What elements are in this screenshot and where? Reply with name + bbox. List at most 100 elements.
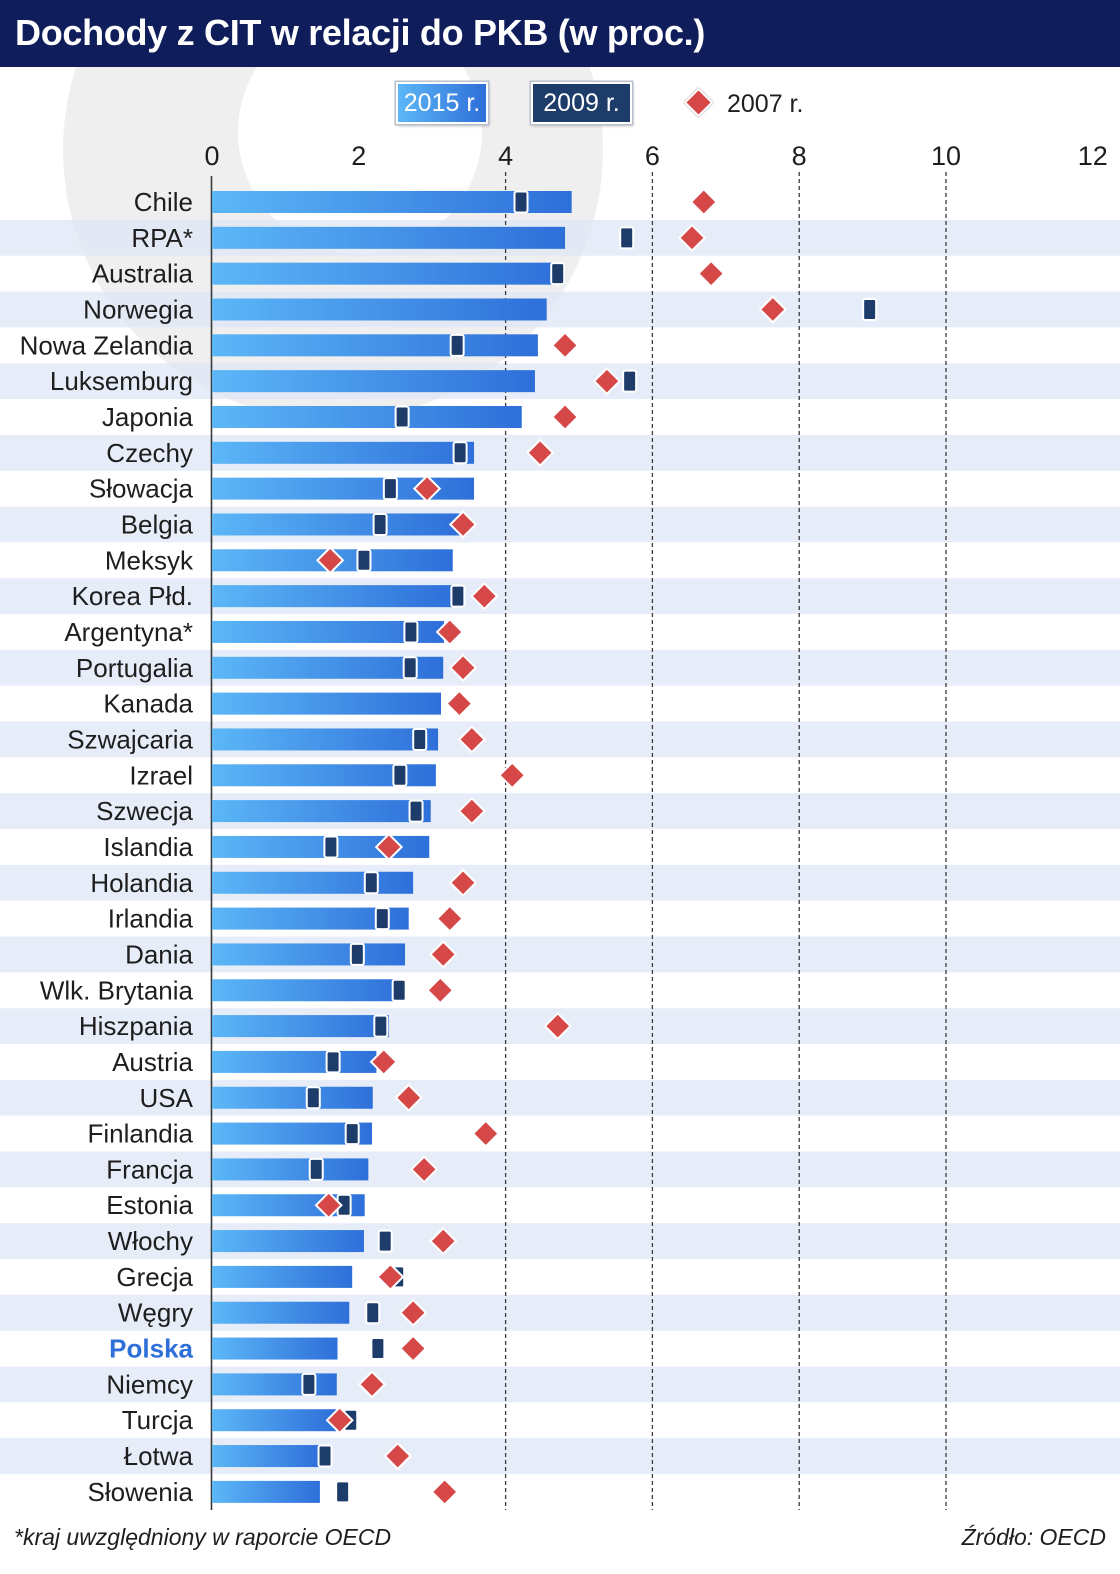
marker-2009 <box>402 656 418 680</box>
marker-2009 <box>301 1372 317 1396</box>
source-credit: Źródło: OECD <box>961 1524 1106 1550</box>
marker-2007 <box>448 510 478 539</box>
marker-2007 <box>498 761 527 790</box>
category-label: Turcja <box>122 1405 194 1435</box>
category-label: Irlandia <box>108 904 194 934</box>
bar-2015 <box>212 191 572 213</box>
bar-2015 <box>212 226 566 249</box>
marker-2009 <box>305 1086 321 1110</box>
marker-2007 <box>369 1047 398 1077</box>
x-tick-labels: 0 2 4 6 8 10 12 <box>204 141 1107 171</box>
legend-item-2007: 2007 r. <box>727 90 804 118</box>
row-stripe <box>0 864 1120 901</box>
row-stripe <box>0 793 1120 830</box>
marker-2009 <box>862 297 878 321</box>
marker-2009 <box>394 405 410 429</box>
marker-2007 <box>470 581 499 611</box>
marker-2007 <box>696 259 726 288</box>
marker-2009 <box>373 1014 389 1038</box>
category-label: Luksemburg <box>50 366 193 396</box>
bar-2015 <box>212 1409 337 1432</box>
bar-2015 <box>212 656 444 679</box>
x-tick-label: 8 <box>792 141 807 171</box>
category-label: Islandia <box>103 832 193 862</box>
marker-2009 <box>377 1229 393 1253</box>
marker-2009 <box>335 1480 351 1504</box>
category-label: Czechy <box>106 438 193 468</box>
bar-2015 <box>212 835 430 858</box>
category-label: Chile <box>134 187 193 217</box>
category-label: Estonia <box>106 1190 193 1220</box>
row-stripe <box>0 434 1120 471</box>
row-stripe <box>0 506 1120 543</box>
marker-2007 <box>457 796 486 826</box>
bar-2015 <box>212 477 475 500</box>
marker-2007 <box>543 1011 572 1041</box>
category-label: Szwecja <box>96 796 193 826</box>
bar-2015 <box>212 728 439 751</box>
bar-2015 <box>212 871 414 894</box>
category-label: RPA* <box>131 223 193 253</box>
marker-2009 <box>403 620 419 644</box>
bar-2015 <box>212 1337 338 1360</box>
category-label: Słowenia <box>87 1477 193 1507</box>
marker-2007 <box>357 1370 387 1399</box>
category-label: Belgia <box>121 509 194 539</box>
bar-2015 <box>212 334 538 357</box>
row-stripe <box>0 578 1120 615</box>
category-label: Francja <box>106 1154 193 1184</box>
marker-2009 <box>622 369 638 393</box>
marker-2007 <box>448 868 478 897</box>
legend-item-2009: 2009 r. <box>531 82 632 124</box>
category-label: Słowacja <box>89 474 194 504</box>
marker-2007 <box>430 1477 459 1507</box>
category-label-highlighted: Polska <box>109 1334 193 1364</box>
row-stripe <box>0 649 1120 686</box>
category-label: Finlandia <box>87 1119 193 1149</box>
bar-2015 <box>212 943 406 966</box>
bar-2015 <box>212 1301 350 1324</box>
row-stripe <box>0 1151 1120 1188</box>
marker-2009 <box>550 262 566 286</box>
category-label: Korea Płd. <box>72 581 193 611</box>
marker-2009 <box>450 584 466 608</box>
marker-2007 <box>457 725 486 754</box>
gridlines <box>504 172 947 1510</box>
marker-2007 <box>325 1406 354 1435</box>
bar-2015 <box>212 1230 364 1253</box>
row-stripe <box>0 363 1120 400</box>
marker-2007 <box>398 1298 428 1327</box>
markers-2009 <box>301 190 878 1504</box>
category-label: Norwegia <box>83 294 193 324</box>
marker-2007 <box>383 1441 412 1471</box>
bar-2015 <box>212 1122 373 1145</box>
category-label: Nowa Zelandia <box>20 330 194 360</box>
bar-2015 <box>212 1265 353 1288</box>
category-label: Włochy <box>108 1226 193 1256</box>
marker-2007 <box>394 1083 423 1112</box>
marker-2009 <box>325 1050 341 1074</box>
legend-item-2015: 2015 r. <box>396 82 488 124</box>
marker-2007 <box>376 1262 405 1292</box>
category-label: Wlk. Brytania <box>40 975 194 1005</box>
marker-2009 <box>391 978 407 1002</box>
marker-2007 <box>445 689 474 718</box>
bar-2015 <box>212 298 547 321</box>
marker-2007 <box>316 546 345 575</box>
marker-2009 <box>372 512 388 536</box>
marker-2007 <box>314 1191 343 1220</box>
row-stripe <box>0 1438 1120 1474</box>
marker-2007 <box>550 402 580 432</box>
x-tick-label: 2 <box>351 141 366 171</box>
bar-2015 <box>212 405 522 428</box>
marker-2009 <box>374 907 390 931</box>
bar-2015 <box>212 764 436 787</box>
bar-2015 <box>212 620 444 643</box>
row-stripe <box>0 721 1120 758</box>
marker-2007 <box>374 832 404 862</box>
category-label: Izrael <box>129 760 193 790</box>
category-label: Argentyna* <box>64 617 193 647</box>
marker-2009 <box>349 942 365 966</box>
bar-2015 <box>212 1445 320 1468</box>
